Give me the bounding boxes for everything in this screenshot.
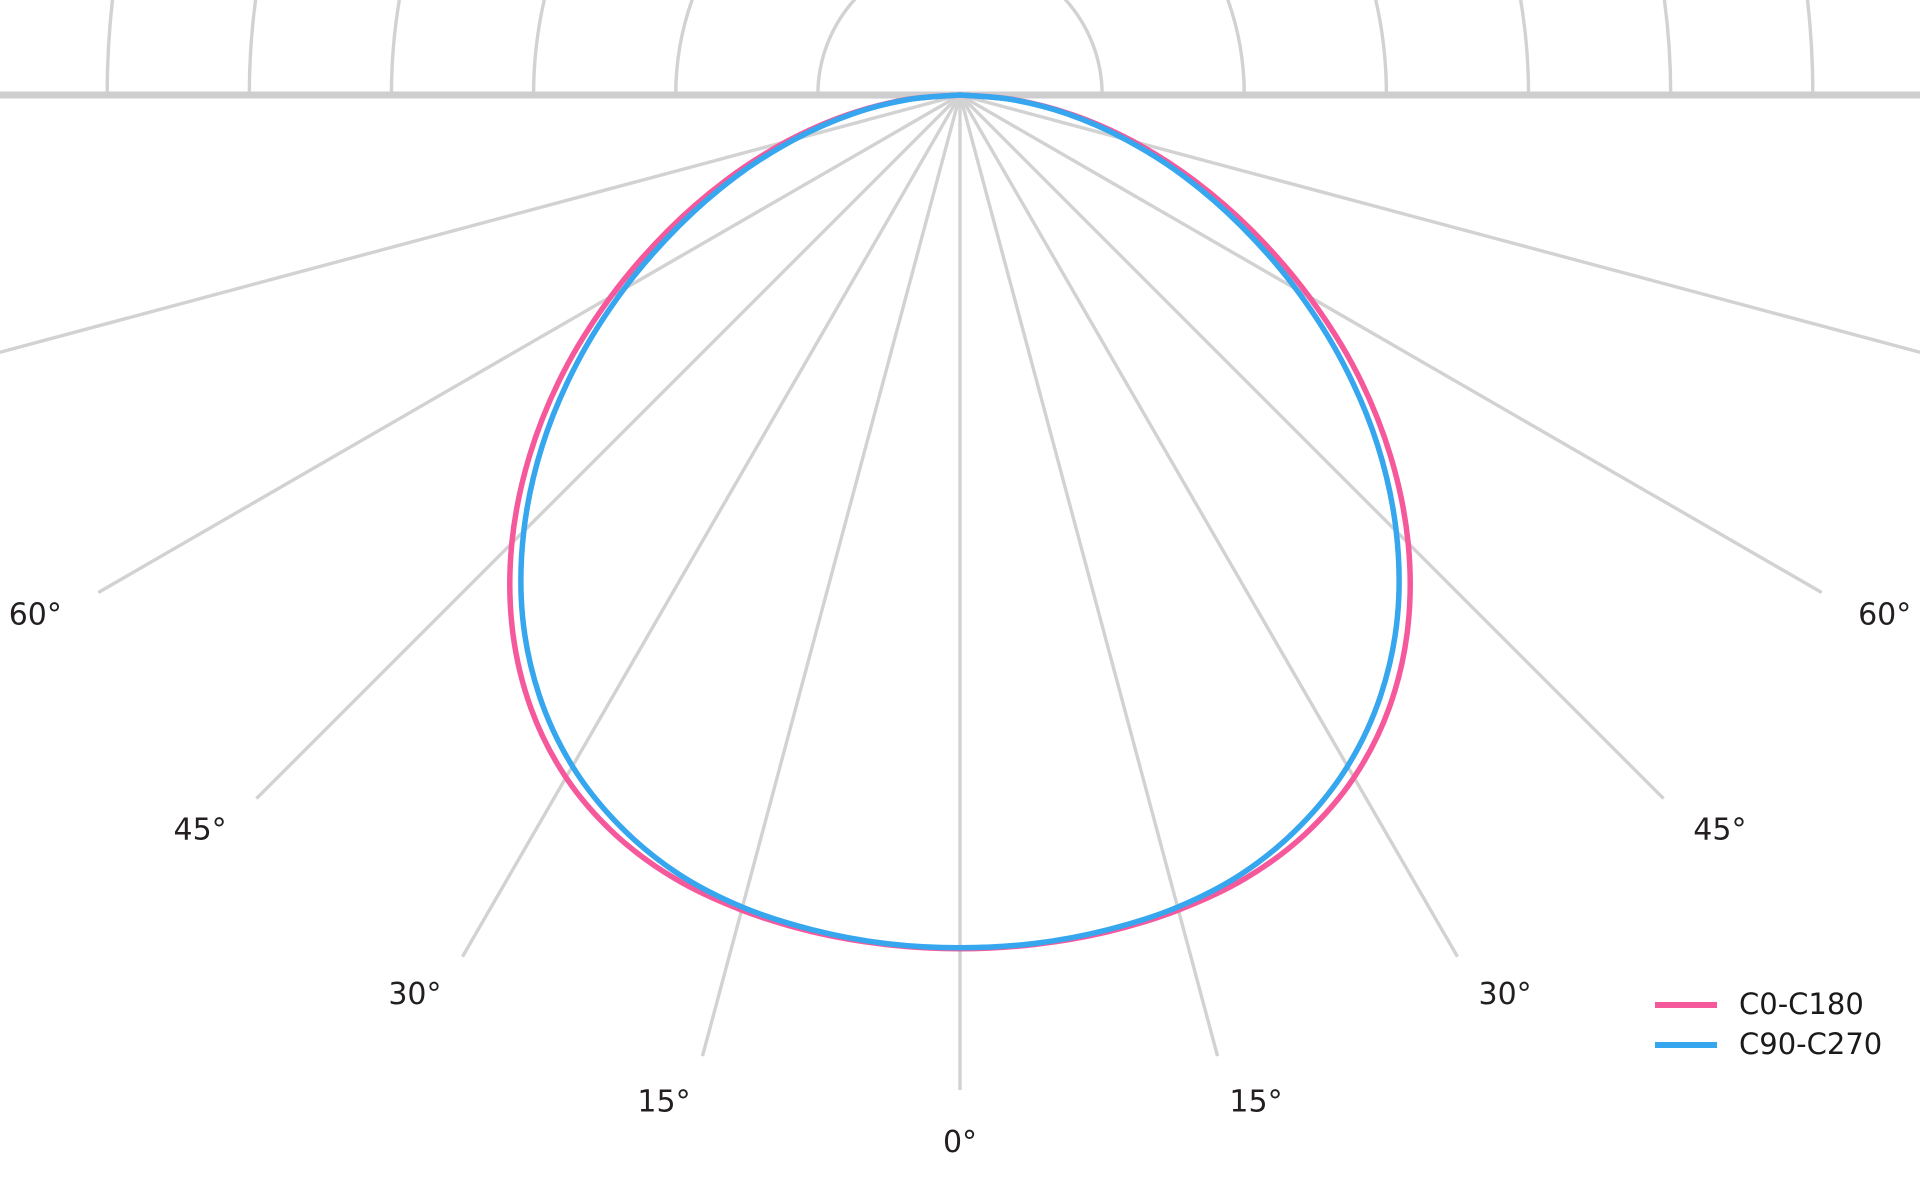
angle-spokes — [0, 93, 1920, 1090]
radial-rings — [0, 0, 1920, 97]
angle-spoke — [700, 94, 962, 1057]
radial-ring — [105, 0, 1815, 97]
grid-layer — [0, 0, 1920, 1090]
angle-spoke — [958, 94, 1220, 1057]
radial-ring — [249, 0, 1670, 95]
radial-ring — [674, 0, 1246, 97]
angle-spoke — [958, 93, 1665, 800]
radial-ring — [389, 0, 1531, 97]
angle-tick-label: 30° — [388, 977, 441, 1012]
outer-boundary-arc — [0, 0, 1920, 95]
angle-tick-label: 15° — [637, 1085, 690, 1120]
angle-tick-label: 45° — [1693, 812, 1746, 847]
angle-tick-label: 45° — [174, 812, 227, 847]
angle-tick-labels: 0°15°15°30°30°45°45°60°60°75°75°90°90° — [9, 598, 1912, 1161]
radial-ring — [531, 0, 1389, 97]
chart-legend: C0-C180 C90-C270 — [1655, 987, 1882, 1061]
angle-tick-label: 60° — [9, 598, 62, 633]
angle-spoke — [958, 94, 1459, 958]
angle-spoke — [461, 94, 962, 958]
angle-tick-label: 30° — [1479, 977, 1532, 1012]
radial-ring — [0, 0, 1920, 95]
angle-tick-label: 60° — [1858, 598, 1911, 633]
angle-spoke — [959, 93, 1920, 354]
legend-item-label: C0-C180 — [1739, 987, 1864, 1021]
angle-tick-label: 15° — [1229, 1085, 1282, 1120]
angle-spoke — [959, 93, 1823, 594]
angle-spoke — [255, 93, 962, 800]
angle-tick-label: 0° — [943, 1125, 977, 1160]
legend-item-label: C90-C270 — [1739, 1027, 1882, 1061]
angle-spoke — [0, 93, 961, 354]
intensity-curves — [507, 92, 1413, 952]
angle-spoke — [97, 93, 961, 594]
radial-ring — [816, 0, 1104, 97]
intensity-curve — [518, 92, 1402, 951]
